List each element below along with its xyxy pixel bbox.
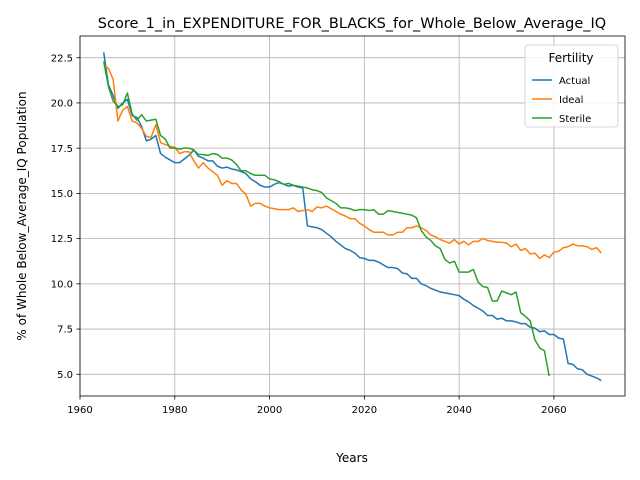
- legend-label-actual: Actual: [559, 76, 590, 87]
- axes-frame: [79, 35, 626, 397]
- legend-box: [524, 44, 619, 128]
- series-line-sterile: [102, 61, 550, 377]
- x-tick-label: 1960: [67, 405, 92, 416]
- x-axis-label: Years: [335, 451, 368, 465]
- x-tick-label: 2040: [446, 405, 471, 416]
- series-line-ideal: [103, 64, 602, 260]
- legend-items: Actual Ideal Sterile: [532, 76, 591, 125]
- legend-label-ideal: Ideal: [559, 95, 583, 106]
- x-tick-label: 2000: [257, 405, 282, 416]
- x-axis: 1960 1980 2000 2020 2040 2060: [67, 396, 567, 416]
- legend-label-sterile: Sterile: [559, 114, 591, 125]
- y-tick-label: 5.0: [57, 370, 73, 381]
- y-tick-label: 15.0: [51, 189, 73, 200]
- legend-title: Fertility: [548, 51, 593, 65]
- y-tick-label: 12.5: [51, 234, 73, 245]
- x-tick-label: 1980: [162, 405, 187, 416]
- y-tick-label: 20.0: [51, 99, 73, 110]
- y-tick-label: 10.0: [51, 279, 73, 290]
- x-tick-label: 2020: [352, 405, 377, 416]
- legend: Fertility Actual Ideal Sterile: [524, 44, 619, 128]
- series-layer: [102, 52, 602, 382]
- chart-title: Score_1_in_EXPENDITURE_FOR_BLACKS_for_Wh…: [98, 16, 606, 32]
- y-tick-label: 22.5: [51, 53, 73, 64]
- y-tick-label: 17.5: [51, 144, 73, 155]
- y-tick-label: 7.5: [57, 325, 73, 336]
- x-tick-label: 2060: [541, 405, 566, 416]
- y-axis: 5.0 7.5 10.0 12.5 15.0 17.5 20.0 22.5: [51, 53, 80, 381]
- series-line-actual: [102, 52, 602, 382]
- y-axis-label: % of Whole Below_Average_IQ Population: [15, 91, 29, 340]
